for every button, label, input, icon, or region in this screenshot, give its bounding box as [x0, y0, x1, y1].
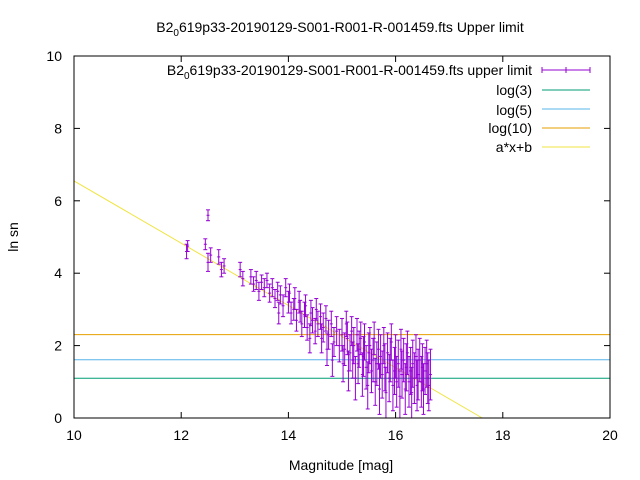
y-tick-label: 0 [54, 410, 62, 426]
x-tick-label: 12 [173, 427, 189, 443]
plot-frame [73, 55, 611, 419]
data-point [299, 310, 304, 338]
legend-data-prefix: B2 [167, 62, 184, 78]
data-point [203, 238, 208, 251]
chart-title-rest: 619p33-20190129-S001-R001-R-001459.fts U… [179, 19, 524, 35]
data-point [345, 321, 350, 356]
data-point [416, 348, 421, 401]
x-tick-label: 14 [281, 427, 297, 443]
data-point [275, 281, 280, 301]
data-point [307, 323, 312, 354]
data-point [251, 276, 256, 292]
data-point [208, 247, 213, 263]
data-point [270, 278, 275, 298]
y-tick-label: 10 [46, 48, 62, 64]
data-point [353, 355, 358, 401]
data-point [273, 288, 277, 309]
legend-label-log3: log(3) [496, 82, 532, 98]
x-tick-label: 20 [602, 427, 618, 443]
data-point [281, 294, 286, 318]
data-point [331, 327, 336, 357]
data-point [259, 274, 264, 290]
data-point [219, 261, 224, 278]
data-point [264, 272, 269, 289]
data-point [428, 348, 433, 401]
legend-label-fit: a*x+b [496, 139, 532, 155]
y-tick-label: 4 [54, 265, 62, 281]
data-point [315, 310, 320, 338]
data-point [185, 240, 190, 252]
data-point [417, 337, 422, 383]
data-point [294, 308, 299, 332]
y-axis-label: ln sn [5, 222, 21, 252]
y-tick-label: 2 [54, 338, 62, 354]
data-point [318, 303, 323, 330]
legend-swatches [541, 67, 591, 148]
data-point [222, 258, 227, 274]
data-point [376, 328, 381, 370]
chart-title: B20619p33-20190129-S001-R001-R-001459.ft… [156, 19, 524, 39]
y-tick-label: 8 [54, 120, 62, 136]
legend: B20619p33-20190129-S001-R001-R-001459.ft… [167, 62, 591, 155]
legend-label-log10: log(10) [488, 120, 532, 136]
x-tick-label: 16 [388, 427, 404, 443]
data-point [254, 270, 259, 290]
data-point [405, 330, 410, 376]
data-point [216, 249, 221, 265]
data-points [184, 209, 433, 419]
data-point [206, 209, 210, 222]
x-axis-label: Magnitude [mag] [289, 457, 393, 473]
data-point [240, 270, 245, 287]
legend-data-subscript: 0 [184, 71, 190, 82]
legend-label-log5: log(5) [496, 102, 532, 118]
data-point [238, 261, 243, 278]
data-point [326, 319, 331, 350]
data-point [334, 316, 339, 347]
data-point [392, 346, 397, 395]
chart-title-subscript: 0 [173, 28, 179, 39]
data-point [323, 305, 328, 332]
data-point [276, 301, 281, 325]
legend-label-data: B20619p33-20190129-S001-R001-R-001459.ft… [167, 62, 532, 82]
data-point [289, 301, 294, 325]
data-point [400, 350, 405, 399]
x-tick-label: 10 [66, 427, 82, 443]
data-point [420, 343, 425, 392]
data-point [262, 278, 267, 298]
data-point [310, 307, 315, 334]
y-tick-label: 6 [54, 193, 62, 209]
data-point [267, 283, 272, 303]
data-point [303, 294, 308, 318]
x-tick-label: 18 [495, 427, 511, 443]
data-point [372, 321, 377, 356]
data-point [283, 278, 288, 298]
data-point [329, 310, 334, 338]
data-point [256, 281, 261, 301]
x-axis-ticks: 10 12 14 16 18 20 [66, 56, 618, 443]
chart-title-prefix: B2 [156, 19, 173, 35]
data-point [305, 314, 310, 341]
legend-data-rest: 619p33-20190129-S001-R001-R-001459.fts u… [190, 62, 533, 78]
data-point [337, 328, 342, 363]
data-point [321, 312, 326, 343]
